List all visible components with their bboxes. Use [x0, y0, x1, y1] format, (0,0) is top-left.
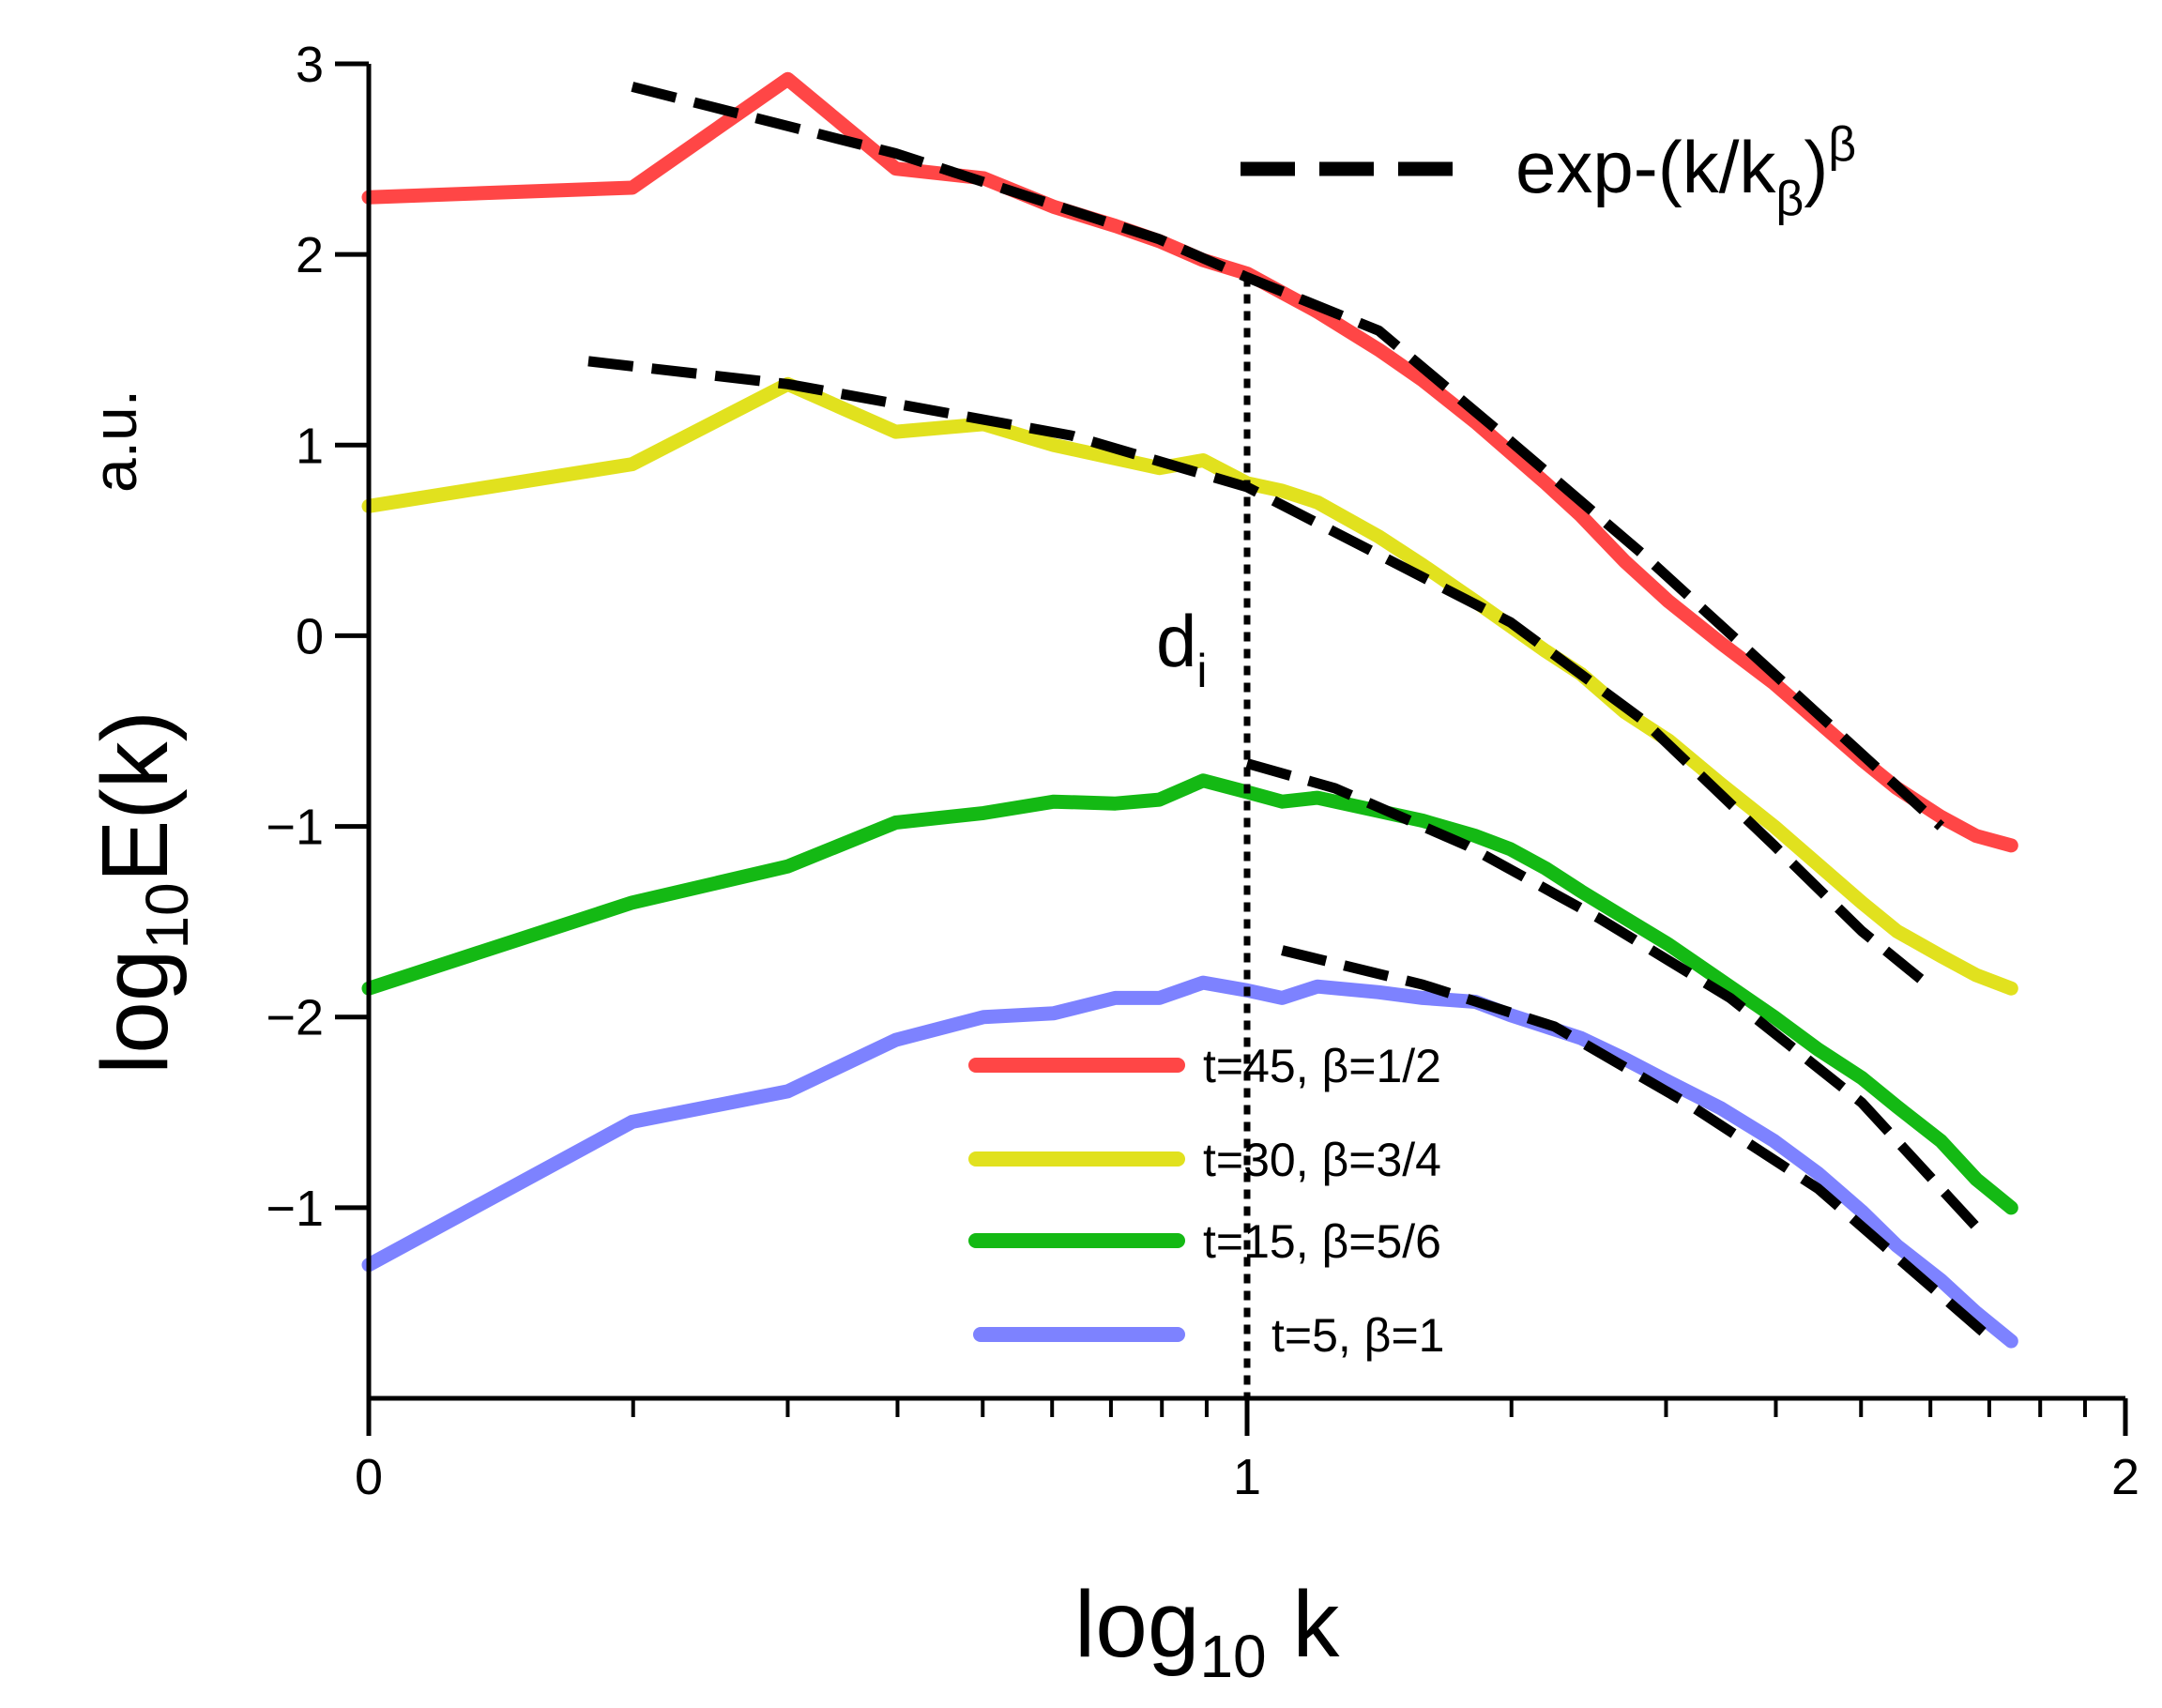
legend: t=45, β=1/2 t=30, β=3/4 t=15, β=5/6 t=5, β=…: [968, 1040, 1444, 1362]
y-tick-label: −1: [266, 1181, 324, 1237]
fit-line-3: [1245, 758, 1980, 1230]
fit-legend: exp-(k/kβ)β: [1241, 117, 1856, 226]
x-axis-title-main: log: [1074, 1572, 1199, 1677]
x-axis-title: log10 k: [1074, 1572, 1340, 1690]
fit-legend-label: exp-(k/kβ)β: [1515, 117, 1856, 226]
x-tick-label: 1: [1233, 1449, 1261, 1505]
fit-legend-superscript: β: [1828, 117, 1856, 172]
fit-layer: [587, 82, 1998, 1346]
x-tick-label: 0: [355, 1449, 383, 1505]
legend-label-1: t=45, β=1/2: [1203, 1040, 1441, 1092]
plot-area: [361, 71, 2018, 1398]
x-axis-title-tail: k: [1267, 1572, 1341, 1677]
series-line-2: [361, 376, 2018, 996]
y-tick-label: −2: [266, 990, 324, 1046]
axes: 0 1 2 3 2 1 0 −1 −2 −1: [266, 37, 2139, 1505]
di-annotation-main: d: [1156, 600, 1196, 682]
y-axis-title-tail: E(k): [83, 710, 188, 882]
y-axis-title-main: log: [83, 950, 188, 1075]
fit-legend-close: ): [1804, 126, 1828, 208]
series-line-4: [361, 975, 2018, 1349]
x-ticks: 0 1 2: [355, 1398, 2139, 1505]
y-tick-label: −1: [266, 800, 324, 856]
fit-legend-subscript: β: [1775, 172, 1804, 226]
y-tick-label: 2: [296, 227, 324, 283]
y-tick-label: 1: [296, 418, 324, 474]
di-annotation-subscript: i: [1196, 645, 1207, 697]
y-tick-label: 0: [296, 608, 324, 664]
y-axis-unit: a.u.: [80, 389, 149, 493]
y-axis-title: log10E(k): [83, 710, 201, 1075]
legend-label-3: t=15, β=5/6: [1203, 1215, 1441, 1268]
series-line-3: [361, 773, 2018, 1215]
fit-line-2: [587, 356, 1936, 993]
y-tick-label: 3: [296, 37, 324, 93]
x-tick-label: 2: [2111, 1449, 2139, 1505]
x-axis-title-subscript: 10: [1199, 1623, 1266, 1690]
y-ticks: 3 2 1 0 −1 −2 −1: [266, 37, 369, 1237]
fit-legend-main: exp-(k/k: [1515, 126, 1776, 208]
legend-label-4: t=5, β=1: [1271, 1309, 1444, 1362]
fit-line-1: [631, 82, 1945, 831]
y-axis-title-subscript: 10: [133, 882, 201, 949]
fit-line-4: [1281, 945, 1998, 1346]
legend-label-2: t=30, β=3/4: [1203, 1134, 1441, 1186]
di-annotation: di: [1156, 600, 1208, 697]
